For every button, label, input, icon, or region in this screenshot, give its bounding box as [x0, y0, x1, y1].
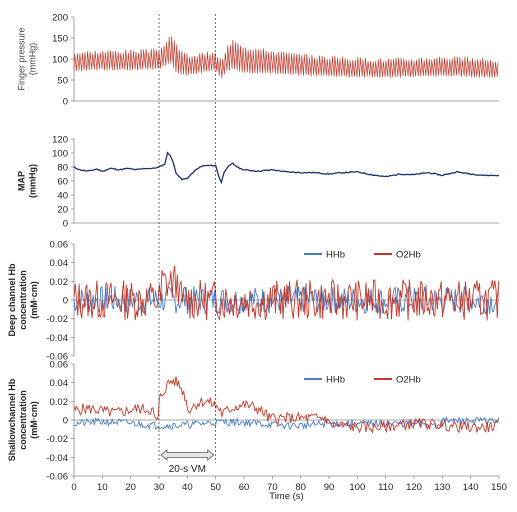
- x-tick-label: 100: [349, 482, 365, 493]
- x-tick-label: 120: [406, 482, 422, 493]
- y-tick-label: 0.06: [50, 360, 69, 371]
- y-axis-label-line: (mM·cm): [29, 401, 39, 439]
- y-axis-label-line: MAP: [17, 171, 27, 191]
- y-tick-label: 200: [52, 13, 68, 24]
- y-tick-label: 0.04: [50, 258, 69, 269]
- y-tick-label: -0.02: [46, 434, 68, 445]
- legend-label-o2hb: O2Hb: [396, 250, 421, 261]
- y-axis-label-line: (mmHg): [28, 164, 38, 198]
- y-tick-label: 40: [57, 191, 68, 202]
- y-tick-label: 0: [63, 97, 68, 108]
- vm-annotation-label: 20-s VM: [169, 464, 206, 475]
- x-axis-title: Time (s): [269, 491, 303, 502]
- y-tick-label: 0.02: [50, 277, 69, 288]
- y-tick-label: 50: [57, 76, 68, 87]
- y-axis-label: Shallowchannel Hb concentration (mM·cm): [7, 378, 39, 461]
- series-line-o2hb: [73, 265, 500, 321]
- series-line-hhb: [74, 415, 500, 431]
- y-tick-label: 120: [52, 135, 68, 146]
- legend-label-hhb: HHb: [326, 375, 345, 386]
- x-tick-label: 110: [378, 482, 393, 493]
- y-tick-label: 0.06: [50, 240, 69, 251]
- panel-shallow-channel-hb: 0.06 0.04 0.02 0 -0.02 -0.04 -0.06 Shallowchann…: [7, 360, 507, 503]
- legend-label-hhb: HHb: [326, 250, 345, 261]
- x-tick-label: 50: [210, 482, 221, 493]
- y-tick-label: 0.04: [50, 378, 69, 389]
- y-tick-label: -0.06: [46, 352, 68, 363]
- x-tick-label: 60: [239, 482, 250, 493]
- y-axis-label: Deep channel Hb concentration (mM·cm): [7, 263, 39, 337]
- x-tick-label: 150: [491, 482, 507, 493]
- x-tick-label: 30: [154, 482, 165, 493]
- y-axis-label-line: concentration: [18, 390, 28, 450]
- y-axis-label-line: (mM·cm): [29, 281, 39, 319]
- y-tick-label: 80: [57, 163, 68, 174]
- y-tick-label: 0: [63, 219, 68, 230]
- y-tick-label: 60: [57, 177, 68, 188]
- x-tick-label: 40: [182, 482, 193, 493]
- y-tick-label: 0.02: [50, 397, 69, 408]
- y-axis-label-line: Deep channel Hb: [7, 263, 17, 337]
- x-tick-label: 20: [125, 482, 136, 493]
- y-tick-label: 20: [57, 205, 68, 216]
- y-tick-label: 100: [52, 55, 68, 66]
- panel-finger-pressure: 200 150 100 50 0 Finger pressure (mmHg): [17, 13, 499, 108]
- y-axis-label: Finger pressure (mmHg): [17, 27, 38, 90]
- x-tick-label: 90: [324, 482, 335, 493]
- x-tick-label: 80: [295, 482, 306, 493]
- series-line-map: [73, 151, 500, 185]
- series-line-finger-pressure: [73, 36, 499, 79]
- y-axis-label-line: Shallowchannel Hb: [7, 378, 17, 461]
- y-tick-label: 0: [63, 296, 68, 307]
- x-tick-label: 140: [463, 482, 479, 493]
- vm-arrow: [160, 449, 215, 461]
- y-axis-label-line: concentration: [18, 270, 28, 330]
- panel-deep-channel-hb: 0.06 0.04 0.02 0 -0.02 -0.04 -0.06 Deep channel…: [7, 240, 500, 363]
- y-tick-label: 150: [52, 34, 68, 45]
- panel-map: 120 100 80 60 40 20 0 MAP (mmHg): [17, 135, 500, 230]
- y-axis-label-line: Finger pressure: [17, 27, 27, 90]
- y-tick-label: -0.02: [46, 314, 68, 325]
- y-tick-label: 0: [63, 416, 68, 427]
- series-line-o2hb: [73, 376, 499, 435]
- x-tick-label: 10: [97, 482, 108, 493]
- x-tick-label: 70: [267, 482, 278, 493]
- x-tick-label: 130: [434, 482, 450, 493]
- x-tick-label: 0: [71, 482, 76, 493]
- y-axis-label: MAP (mmHg): [17, 164, 38, 198]
- y-tick-label: -0.04: [46, 333, 68, 344]
- y-axis-label-line: (mmHg): [28, 43, 38, 76]
- y-tick-label: -0.06: [46, 472, 68, 483]
- y-tick-label: 100: [52, 149, 68, 160]
- legend-label-o2hb: O2Hb: [396, 375, 421, 386]
- y-tick-label: -0.04: [46, 453, 68, 464]
